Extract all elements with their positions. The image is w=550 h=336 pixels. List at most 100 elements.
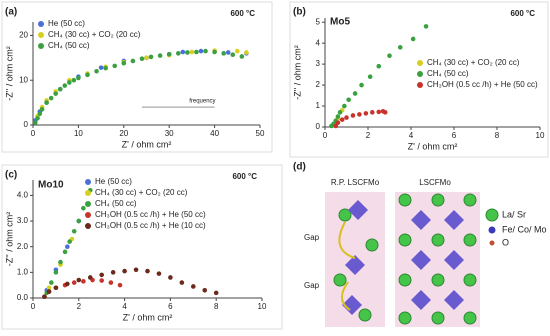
legend-marker xyxy=(85,223,91,229)
legend-marker xyxy=(417,60,423,66)
data-point xyxy=(67,239,72,244)
panel-frame xyxy=(1,164,283,330)
data-point xyxy=(81,205,86,211)
data-point xyxy=(344,115,349,120)
x-axis-label: Z' / ohm cm² xyxy=(122,139,172,149)
data-point xyxy=(65,281,70,287)
y-tick-label: 1.0 xyxy=(17,267,29,276)
x-tick-label: 50 xyxy=(256,129,265,138)
data-point xyxy=(53,285,59,291)
x-tick-label: 6 xyxy=(452,131,457,140)
data-point xyxy=(363,111,369,116)
data-point xyxy=(44,100,49,105)
data-point xyxy=(46,285,52,291)
data-point xyxy=(213,290,219,296)
data-point xyxy=(130,58,136,64)
data-point xyxy=(46,289,52,294)
panel-label: (b) xyxy=(293,7,306,18)
data-point xyxy=(94,68,99,74)
data-point xyxy=(58,259,63,265)
octahedra xyxy=(342,200,464,315)
data-point xyxy=(423,24,429,29)
data-point xyxy=(76,277,82,283)
data-point xyxy=(359,82,364,88)
x-tick-label: 0 xyxy=(31,129,36,138)
data-point xyxy=(112,63,118,69)
chart-title: Mo5 xyxy=(330,17,350,28)
data-point xyxy=(244,50,249,55)
data-point xyxy=(76,218,82,224)
data-point xyxy=(175,51,181,56)
data-point xyxy=(48,95,54,101)
data-point xyxy=(71,77,77,83)
legend-label: CH₄ (50 cc) xyxy=(427,69,469,78)
y-tick-label: 10 xyxy=(19,75,28,84)
panel-label: (d) xyxy=(293,162,306,173)
y-tick-label: 0 xyxy=(24,120,29,129)
legend-label: La/ Sr xyxy=(502,209,526,219)
data-point xyxy=(194,49,199,55)
data-point xyxy=(57,86,63,92)
data-point xyxy=(99,272,104,278)
legend-marker xyxy=(38,21,44,27)
data-point xyxy=(235,48,240,54)
data-point xyxy=(189,49,195,55)
data-point xyxy=(342,103,347,109)
data-point xyxy=(180,49,186,55)
x-tick-label: 10 xyxy=(258,302,267,311)
y-tick-label: 5 xyxy=(316,17,321,26)
data-point xyxy=(148,54,154,60)
data-point xyxy=(32,120,38,126)
legend-marker xyxy=(488,226,496,234)
temperature: 600 °C xyxy=(230,9,255,18)
data-point xyxy=(198,48,204,54)
data-point xyxy=(157,53,163,58)
x-tick-label: 30 xyxy=(165,129,174,138)
legend-marker xyxy=(85,190,91,196)
legend-label: CH₄ (50 cc) xyxy=(95,199,137,208)
data-point xyxy=(145,268,150,274)
panel-label: (a) xyxy=(5,7,17,18)
x-tick-label: 20 xyxy=(119,129,128,138)
legend-label: CH₃OH (0.5 cc /h) + He (50 cc) xyxy=(427,80,538,89)
data-point xyxy=(133,267,139,273)
legend-label: CH₃OH (0.5 cc /h) + He (10 cc) xyxy=(95,221,206,230)
data-point xyxy=(62,83,68,88)
legend-label: CH₄ (30 cc) + CO₂ (20 cc) xyxy=(48,30,141,39)
data-point xyxy=(103,65,108,71)
data-point xyxy=(87,275,93,280)
chart-title: Mo10 xyxy=(38,180,64,191)
panel-frame xyxy=(1,1,273,153)
data-point xyxy=(42,294,47,300)
y-tick-label: 1 xyxy=(316,101,321,110)
legend-marker xyxy=(85,201,91,207)
structure-title: LSCFMo xyxy=(419,178,451,187)
data-point xyxy=(49,280,54,285)
legend-marker xyxy=(417,82,423,88)
x-axis-label: Z' / ohm cm² xyxy=(123,312,173,322)
data-point xyxy=(350,113,356,118)
temperature: 600 °C xyxy=(232,172,257,181)
data-point xyxy=(357,112,362,117)
data-point xyxy=(144,55,149,61)
legend-label: He (50 cc) xyxy=(95,177,132,186)
panel-frame xyxy=(289,1,549,158)
data-point xyxy=(67,80,72,85)
legend-label: CH₄ (50 cc) xyxy=(48,41,90,50)
data-point xyxy=(71,229,77,234)
data-point xyxy=(212,49,217,55)
data-point xyxy=(85,72,90,78)
data-point xyxy=(382,110,388,115)
x-tick-label: 0 xyxy=(323,131,328,140)
data-point xyxy=(202,288,208,293)
data-point xyxy=(108,280,114,285)
y-tick-label: 2.0 xyxy=(17,242,29,251)
structure xyxy=(395,192,480,327)
data-point xyxy=(39,107,45,112)
legend-label: He (50 cc) xyxy=(48,19,85,28)
atoms xyxy=(333,193,477,325)
y-axis-label: -Z'' / ohm cm² xyxy=(4,212,14,266)
data-point xyxy=(337,110,343,115)
data-point xyxy=(335,114,341,119)
data-point xyxy=(191,284,196,289)
